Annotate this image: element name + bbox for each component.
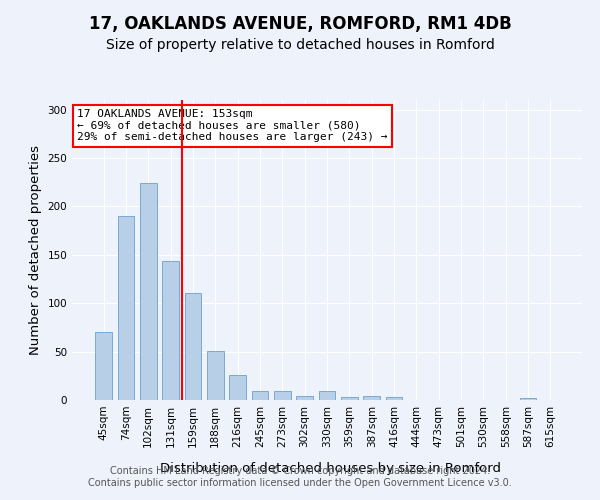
- Bar: [140, 183, 157, 400]
- Text: 17, OAKLANDS AVENUE, ROMFORD, RM1 4DB: 17, OAKLANDS AVENUE, ROMFORD, RM1 4DB: [89, 15, 511, 33]
- Text: Size of property relative to detached houses in Romford: Size of property relative to detached ho…: [106, 38, 494, 52]
- Bar: [118, 216, 134, 400]
- Bar: [341, 397, 358, 400]
- Bar: [386, 397, 403, 400]
- Bar: [229, 375, 246, 400]
- Bar: [296, 396, 313, 400]
- Text: 17 OAKLANDS AVENUE: 153sqm
← 69% of detached houses are smaller (580)
29% of sem: 17 OAKLANDS AVENUE: 153sqm ← 69% of deta…: [77, 109, 388, 142]
- Y-axis label: Number of detached properties: Number of detached properties: [29, 145, 42, 355]
- Bar: [207, 350, 224, 400]
- Bar: [274, 392, 290, 400]
- Bar: [185, 292, 202, 400]
- Text: Contains HM Land Registry data © Crown copyright and database right 2024.
Contai: Contains HM Land Registry data © Crown c…: [88, 466, 512, 487]
- Bar: [520, 398, 536, 400]
- Bar: [95, 332, 112, 400]
- Bar: [319, 392, 335, 400]
- Bar: [162, 260, 179, 400]
- Text: Distribution of detached houses by size in Romford: Distribution of detached houses by size …: [160, 462, 500, 475]
- Bar: [251, 392, 268, 400]
- Bar: [364, 396, 380, 400]
